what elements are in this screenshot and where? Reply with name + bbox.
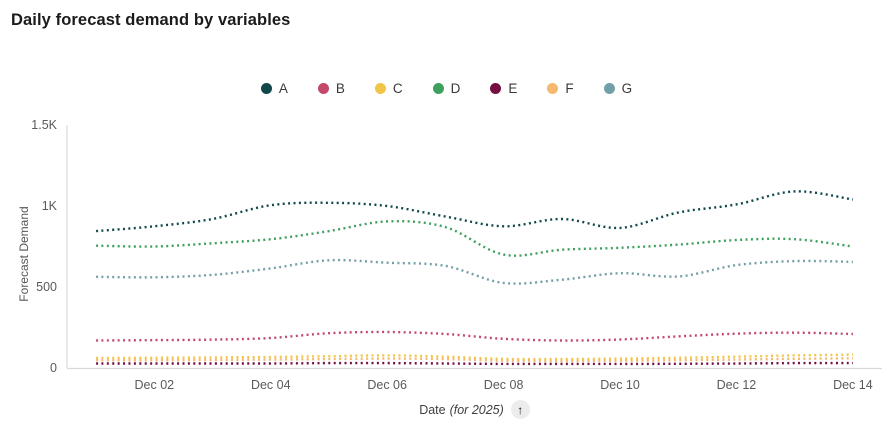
x-tick-label-Dec-04: Dec 04 [251,378,291,392]
y-axis-title: Forecast Demand [17,206,31,302]
x-tick-label-Dec-14: Dec 14 [833,378,873,392]
legend-label: F [565,81,574,96]
legend-item-C[interactable]: C [374,81,403,96]
legend-dot-icon [260,83,272,94]
y-tick-label-1K: 1K [42,199,58,213]
x-tick-label-Dec-10: Dec 10 [600,378,640,392]
legend-item-E[interactable]: E [490,81,517,96]
legend-label: E [508,81,518,96]
series-line-G [96,258,853,285]
y-tick-label-1.5K: 1.5K [31,118,57,132]
legend-label: G [621,81,633,96]
legend-dot-icon [603,83,615,94]
series-line-B [96,330,853,342]
x-tick-label-Dec-06: Dec 06 [367,378,407,392]
x-axis-title: Date (for 2025) ↑ [0,400,893,419]
x-tick-label-Dec-08: Dec 08 [484,378,524,392]
legend-item-G[interactable]: G [603,81,633,96]
y-tick-label-500: 500 [36,280,57,294]
x-tick-label-Dec-12: Dec 12 [717,378,757,392]
legend-label: D [450,81,461,96]
legend-dot-icon [547,83,559,94]
page-title: Daily forecast demand by variables [11,11,291,29]
series-line-A [96,190,854,233]
sort-ascending-button[interactable]: ↑ [510,400,530,419]
series-line-D [96,220,854,257]
x-axis-title-main: Date [419,402,446,417]
x-tick-label-Dec-02: Dec 02 [135,378,175,392]
legend-item-A[interactable]: A [260,81,288,96]
arrow-up-icon: ↑ [517,402,524,417]
legend-label: C [392,81,403,96]
series-line-F [96,357,853,363]
legend-label: B [335,81,345,96]
series-line-C [96,353,853,361]
legend-dot-icon [374,83,386,94]
y-tick-label-0: 0 [50,361,57,375]
legend-dot-icon [317,83,329,94]
legend-dot-icon [432,83,444,94]
legend-item-F[interactable]: F [547,81,574,96]
legend-item-B[interactable]: B [317,81,345,96]
x-axis-title-note: (for 2025) [449,402,504,417]
legend: A B C D E F G [0,81,893,96]
series-line-E [96,361,853,366]
legend-dot-icon [490,83,502,94]
legend-item-D[interactable]: D [432,81,461,96]
legend-label: A [278,81,288,96]
